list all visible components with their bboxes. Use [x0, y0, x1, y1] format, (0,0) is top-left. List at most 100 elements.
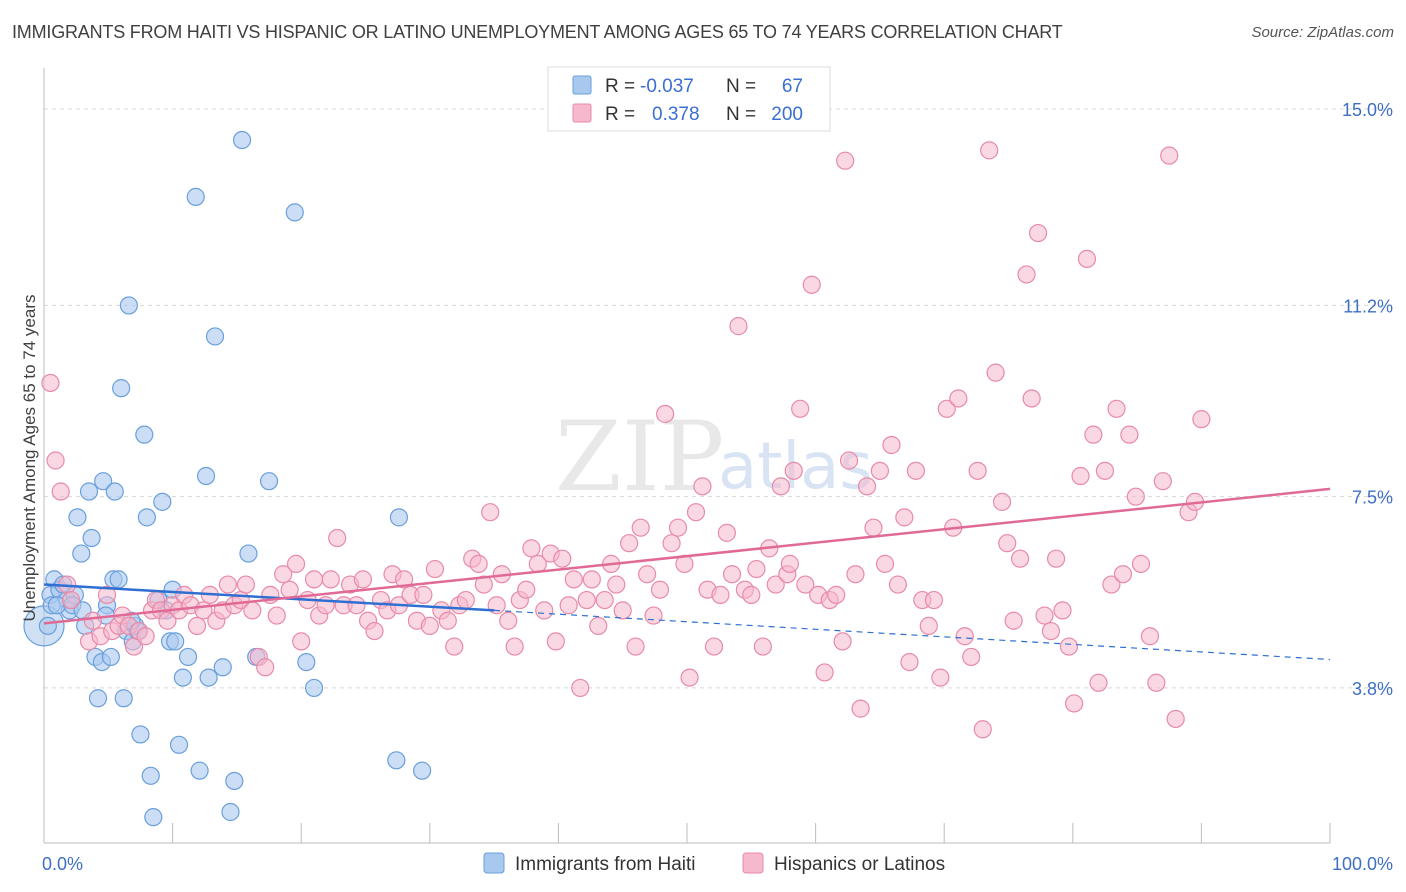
latino-point	[717, 523, 736, 542]
x-tick-label-max: 100.0%	[1332, 854, 1393, 874]
haiti-point	[259, 472, 279, 491]
haiti-point	[144, 808, 163, 827]
latino-point	[864, 518, 883, 537]
latino-point	[875, 554, 895, 573]
legend-r-label-haiti: R =	[605, 76, 635, 97]
haiti-point	[412, 761, 432, 780]
latino-point	[1084, 425, 1103, 444]
haiti-point	[186, 187, 205, 206]
haiti-point	[94, 472, 113, 491]
latino-point	[256, 658, 275, 677]
latino-point	[1089, 673, 1108, 692]
haiti-point	[82, 528, 101, 548]
haiti-point	[141, 766, 160, 785]
trend-lines	[43, 487, 1331, 661]
legend-r-value-haiti: -0.037	[640, 76, 694, 97]
bottom-legend-label-haiti: Immigrants from Haiti	[515, 854, 696, 875]
latino-point	[1166, 709, 1185, 729]
latino-point	[693, 477, 712, 496]
latino-point	[1153, 472, 1172, 491]
latino-point	[469, 554, 488, 573]
latino-point	[286, 554, 306, 573]
latino-point	[626, 637, 645, 656]
latino-point	[553, 549, 572, 568]
haiti-point	[239, 544, 258, 563]
latino-point	[857, 477, 877, 496]
legend-swatch-haiti	[572, 75, 592, 95]
latino-point	[919, 616, 938, 636]
latino-point	[1059, 637, 1079, 656]
latino-point	[481, 503, 500, 522]
latino-point	[559, 596, 578, 615]
latino-point	[711, 585, 730, 604]
latino-point	[955, 627, 974, 646]
haiti-trend-line	[43, 583, 495, 612]
latino-point	[394, 570, 414, 589]
latino-point	[1064, 694, 1084, 713]
latino-point	[686, 503, 706, 522]
legend-box	[547, 66, 831, 132]
haiti-point	[232, 130, 252, 150]
latino-point	[998, 534, 1017, 553]
bottom-legend-label-latino: Hispanics or Latinos	[774, 854, 945, 875]
latino-point	[1147, 673, 1166, 692]
latino-point	[1022, 389, 1041, 408]
latino-point	[796, 575, 815, 594]
latino-point	[851, 699, 870, 718]
latino-point	[638, 565, 657, 584]
latino-point	[895, 508, 914, 527]
latino-point	[662, 534, 681, 553]
latino-point	[962, 647, 981, 667]
latino-point	[1120, 425, 1139, 444]
latino-point	[722, 565, 742, 584]
series-latino-points	[41, 141, 1211, 739]
latino-point	[304, 570, 324, 589]
latino-point	[833, 632, 852, 651]
haiti-point	[105, 482, 124, 501]
haiti-point	[101, 647, 120, 667]
latino-point	[1035, 606, 1054, 625]
latino-point	[517, 580, 536, 599]
legend-n-label-latino: N =	[726, 104, 756, 125]
legend-n-value-latino: 200	[771, 104, 803, 125]
latino-point	[992, 492, 1012, 511]
latino-point	[1010, 549, 1030, 568]
latino-point	[1028, 223, 1048, 243]
latino-point	[1140, 627, 1160, 646]
legend-r-value-latino: 0.378	[652, 104, 700, 125]
latino-point	[41, 373, 60, 393]
latino-point	[571, 678, 590, 698]
haiti-point	[79, 482, 99, 501]
haiti-point	[196, 466, 216, 486]
latino-point	[949, 389, 968, 408]
haiti-point	[221, 802, 240, 822]
latino-point	[577, 590, 596, 610]
chart-title: IMMIGRANTS FROM HAITI VS HISPANIC OR LAT…	[12, 22, 1063, 42]
haiti-point	[387, 751, 406, 770]
latino-point	[791, 399, 810, 418]
latino-point	[613, 601, 632, 620]
bottom-legend-swatch-haiti	[483, 852, 505, 874]
haiti-point	[190, 761, 209, 780]
axes	[43, 68, 1331, 844]
latino-point	[1017, 265, 1036, 284]
latino-point	[595, 590, 614, 610]
latino-point	[218, 575, 237, 594]
latino-point	[607, 575, 626, 594]
haiti-point	[38, 616, 57, 636]
y-tick-label: 3.8%	[1352, 679, 1393, 699]
latino-point	[1160, 146, 1179, 165]
latino-point	[1107, 399, 1126, 418]
legend-top: R = -0.037 N = 67 R = 0.378 N = 200	[547, 66, 831, 132]
y-tick-labels: 3.8% 7.5% 11.2% 15.0%	[1342, 100, 1393, 699]
latino-point	[771, 477, 790, 496]
latino-point	[980, 141, 999, 160]
latino-point	[1131, 554, 1151, 573]
latino-point	[328, 528, 347, 548]
latino-point	[1095, 461, 1115, 480]
haiti-point	[153, 492, 172, 511]
latino-point	[83, 611, 102, 630]
latino-point	[438, 611, 457, 630]
latino-point	[882, 435, 901, 455]
